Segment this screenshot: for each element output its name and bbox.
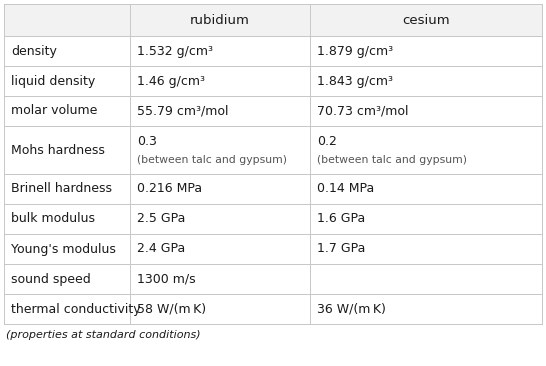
Bar	[4, 234, 542, 264]
Text: 70.73 cm³/mol: 70.73 cm³/mol	[317, 105, 408, 117]
Text: 1.46 g/cm³: 1.46 g/cm³	[137, 75, 205, 87]
Bar	[4, 126, 542, 174]
Text: liquid density: liquid density	[11, 75, 95, 87]
Bar	[4, 36, 542, 66]
Bar	[4, 4, 542, 36]
Text: 1300 m/s: 1300 m/s	[137, 273, 195, 285]
Text: 58 W/(m K): 58 W/(m K)	[137, 303, 206, 315]
Text: Brinell hardness: Brinell hardness	[11, 183, 112, 195]
Bar	[4, 96, 542, 126]
Bar	[4, 264, 542, 294]
Text: Young's modulus: Young's modulus	[11, 243, 116, 255]
Text: 1.843 g/cm³: 1.843 g/cm³	[317, 75, 393, 87]
Text: thermal conductivity: thermal conductivity	[11, 303, 141, 315]
Text: 0.3: 0.3	[137, 135, 157, 148]
Text: rubidium: rubidium	[190, 14, 250, 26]
Text: (between talc and gypsum): (between talc and gypsum)	[137, 154, 287, 165]
Text: 1.879 g/cm³: 1.879 g/cm³	[317, 45, 393, 57]
Text: 1.6 GPa: 1.6 GPa	[317, 213, 365, 225]
Text: Mohs hardness: Mohs hardness	[11, 143, 105, 157]
Text: sound speed: sound speed	[11, 273, 91, 285]
Bar	[4, 174, 542, 204]
Text: 1.7 GPa: 1.7 GPa	[317, 243, 365, 255]
Text: 0.2: 0.2	[317, 135, 337, 148]
Text: 36 W/(m K): 36 W/(m K)	[317, 303, 386, 315]
Text: cesium: cesium	[402, 14, 450, 26]
Text: molar volume: molar volume	[11, 105, 97, 117]
Text: 55.79 cm³/mol: 55.79 cm³/mol	[137, 105, 228, 117]
Bar	[4, 204, 542, 234]
Text: bulk modulus: bulk modulus	[11, 213, 95, 225]
Text: density: density	[11, 45, 57, 57]
Text: 1.532 g/cm³: 1.532 g/cm³	[137, 45, 213, 57]
Text: 0.216 MPa: 0.216 MPa	[137, 183, 202, 195]
Text: (between talc and gypsum): (between talc and gypsum)	[317, 154, 467, 165]
Text: 2.4 GPa: 2.4 GPa	[137, 243, 185, 255]
Bar	[4, 294, 542, 324]
Text: 0.14 MPa: 0.14 MPa	[317, 183, 374, 195]
Text: (properties at standard conditions): (properties at standard conditions)	[6, 330, 200, 340]
Text: 2.5 GPa: 2.5 GPa	[137, 213, 186, 225]
Bar	[4, 66, 542, 96]
